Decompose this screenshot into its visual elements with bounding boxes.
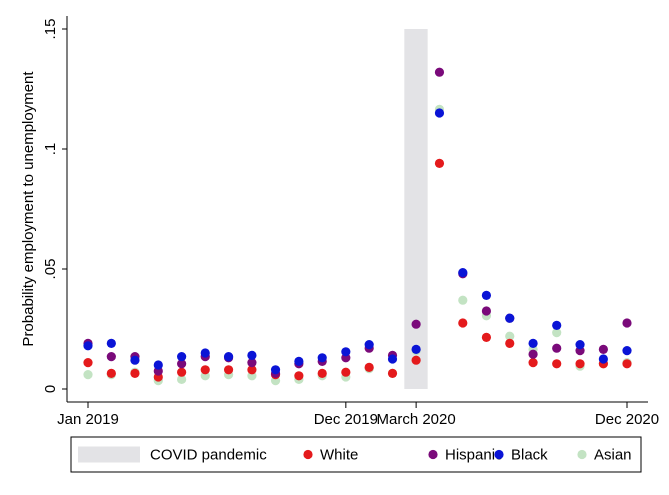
legend-swatch-hispanic xyxy=(428,449,438,460)
point-black xyxy=(411,344,421,354)
point-black xyxy=(552,320,562,330)
point-hispanic xyxy=(106,352,116,362)
point-hispanic xyxy=(177,359,187,369)
legend-swatch-black xyxy=(494,449,504,460)
x-tick-label: Dec 2019 xyxy=(314,411,378,428)
y-axis-title: Probability employment to unemployment xyxy=(20,71,37,347)
point-white xyxy=(106,368,116,378)
series-asian xyxy=(83,104,632,386)
legend-label: COVID pandemic xyxy=(150,447,267,464)
point-black xyxy=(294,356,304,366)
point-asian xyxy=(458,295,468,305)
point-hispanic xyxy=(247,358,257,368)
point-black xyxy=(317,353,327,363)
point-white xyxy=(481,332,492,342)
point-hispanic xyxy=(622,318,632,328)
point-hispanic xyxy=(481,306,492,316)
point-white xyxy=(317,368,327,378)
point-white xyxy=(364,362,374,372)
point-white xyxy=(434,158,445,168)
point-black xyxy=(341,347,351,357)
covid-shaded-region xyxy=(404,29,428,389)
point-black xyxy=(387,354,398,364)
legend-label: Black xyxy=(511,447,548,464)
legend-box xyxy=(70,436,642,473)
point-white xyxy=(552,359,562,369)
y-tick-label: .15 xyxy=(42,19,59,40)
point-black xyxy=(153,360,163,370)
point-black xyxy=(270,365,281,375)
point-black xyxy=(130,355,140,365)
point-white xyxy=(528,358,538,368)
point-asian xyxy=(83,370,93,380)
point-hispanic xyxy=(528,349,538,359)
point-hispanic xyxy=(552,343,562,353)
point-white xyxy=(341,367,351,377)
point-white xyxy=(177,367,187,377)
point-hispanic xyxy=(434,67,445,77)
y-tick-label: .1 xyxy=(42,143,59,156)
point-white xyxy=(83,358,93,368)
point-white xyxy=(575,359,585,369)
point-white xyxy=(458,318,468,328)
point-black xyxy=(83,341,93,351)
point-white xyxy=(505,338,515,348)
series-black xyxy=(83,108,632,375)
point-black xyxy=(458,268,468,278)
y-tick-label: 0 xyxy=(42,385,59,393)
series-white xyxy=(83,158,632,382)
legend-swatch-white xyxy=(303,449,313,460)
point-asian xyxy=(505,331,515,341)
point-black xyxy=(598,354,608,364)
legend-label: Hispanic xyxy=(445,447,503,464)
point-black xyxy=(481,290,492,300)
point-hispanic xyxy=(598,344,608,354)
legend-label: Asian xyxy=(594,447,632,464)
point-white xyxy=(294,371,304,381)
point-white xyxy=(622,359,632,369)
y-tick-label: .05 xyxy=(42,259,59,280)
point-black xyxy=(247,350,257,360)
point-black xyxy=(528,338,538,348)
legend-swatch-covid xyxy=(78,446,140,463)
point-black xyxy=(505,313,515,323)
point-black xyxy=(575,340,585,350)
point-white xyxy=(387,368,398,378)
point-black xyxy=(177,352,187,362)
point-hispanic xyxy=(411,319,421,329)
shade-layer xyxy=(404,29,428,389)
point-white xyxy=(223,365,234,375)
legend: COVID pandemic White Hispanic Black Asian xyxy=(70,436,642,473)
x-tick-label: March 2020 xyxy=(377,411,456,428)
point-black xyxy=(622,346,632,356)
point-white xyxy=(200,365,210,375)
point-black xyxy=(223,352,234,362)
point-white xyxy=(247,365,257,375)
point-black xyxy=(106,338,116,348)
x-tick-label: Jan 2019 xyxy=(57,411,119,428)
points-layer xyxy=(83,67,632,386)
point-white xyxy=(130,368,140,378)
x-tick-label: Dec 2020 xyxy=(595,411,659,428)
point-white xyxy=(411,355,421,365)
legend-swatch-asian xyxy=(577,449,587,460)
point-black xyxy=(200,348,210,358)
point-asian xyxy=(552,328,562,338)
point-asian xyxy=(177,374,187,384)
point-black xyxy=(434,108,445,118)
series-hispanic xyxy=(83,67,632,378)
point-black xyxy=(364,340,374,350)
legend-label: White xyxy=(320,447,358,464)
